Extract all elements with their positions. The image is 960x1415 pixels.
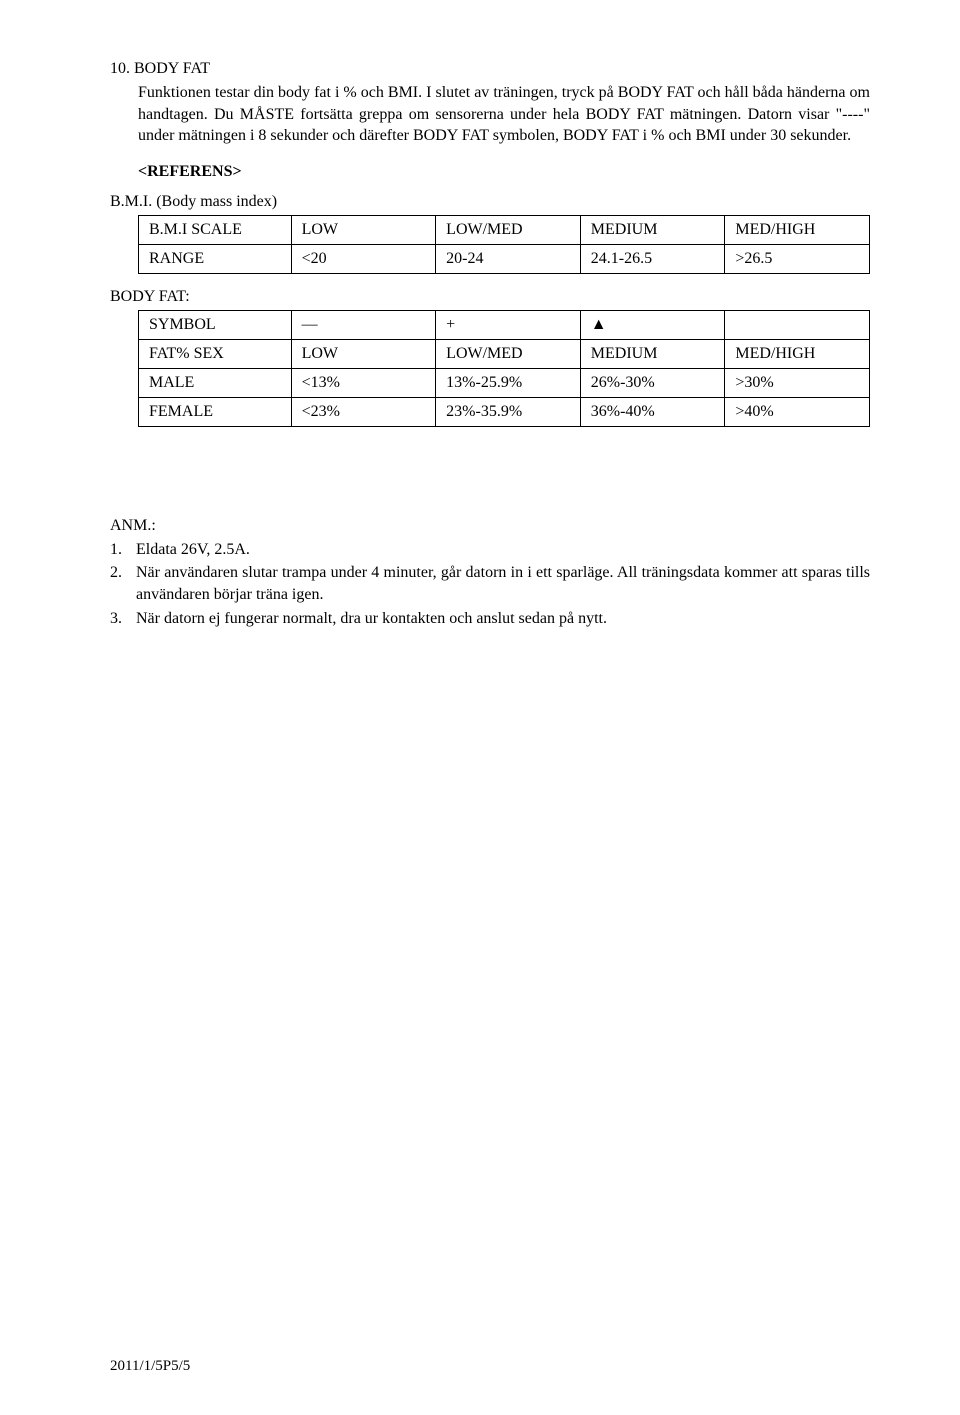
table-cell: <23% [291,397,436,426]
table-cell: 20-24 [436,244,581,273]
note-text: När användaren slutar trampa under 4 min… [136,562,870,605]
table-row: FEMALE <23% 23%-35.9% 36%-40% >40% [139,397,870,426]
bmi-label: B.M.I. (Body mass index) [110,193,870,211]
table-cell: MEDIUM [580,215,725,244]
table-cell: FAT% SEX [139,339,292,368]
table-cell: LOW [291,215,436,244]
table-cell: LOW/MED [436,215,581,244]
table-cell: MED/HIGH [725,339,870,368]
page-footer: 2011/1/5P5/5 [110,1358,190,1375]
table-cell: MED/HIGH [725,215,870,244]
table-cell: + [436,310,581,339]
table-cell: FEMALE [139,397,292,426]
list-item: 2. När användaren slutar trampa under 4 … [110,562,870,605]
table-cell: RANGE [139,244,292,273]
table-cell: >30% [725,368,870,397]
table-cell: 24.1-26.5 [580,244,725,273]
table-cell: LOW [291,339,436,368]
table-cell: — [291,310,436,339]
list-item: 1. Eldata 26V, 2.5A. [110,539,870,561]
table-cell: LOW/MED [436,339,581,368]
table-row: FAT% SEX LOW LOW/MED MEDIUM MED/HIGH [139,339,870,368]
table-cell: MALE [139,368,292,397]
body-fat-label: BODY FAT: [110,288,870,306]
paragraph-body-fat: Funktionen testar din body fat i % och B… [138,82,870,147]
notes-list: 1. Eldata 26V, 2.5A. 2. När användaren s… [110,539,870,629]
referens-heading: <REFERENS> [138,163,870,181]
table-cell: SYMBOL [139,310,292,339]
table-cell: 13%-25.9% [436,368,581,397]
section-heading: 10. BODY FAT [110,60,870,78]
body-fat-table: SYMBOL — + ▲ FAT% SEX LOW LOW/MED MEDIUM… [138,310,870,427]
table-cell: <13% [291,368,436,397]
anm-heading: ANM.: [110,517,870,535]
table-cell: >26.5 [725,244,870,273]
note-number: 1. [110,539,136,561]
note-text: När datorn ej fungerar normalt, dra ur k… [136,608,870,630]
table-cell: ▲ [580,310,725,339]
bmi-table: B.M.I SCALE LOW LOW/MED MEDIUM MED/HIGH … [138,215,870,274]
note-number: 2. [110,562,136,605]
table-cell: 23%-35.9% [436,397,581,426]
table-cell: 26%-30% [580,368,725,397]
table-cell [725,310,870,339]
table-row: SYMBOL — + ▲ [139,310,870,339]
list-item: 3. När datorn ej fungerar normalt, dra u… [110,608,870,630]
note-text: Eldata 26V, 2.5A. [136,539,870,561]
note-number: 3. [110,608,136,630]
table-row: B.M.I SCALE LOW LOW/MED MEDIUM MED/HIGH [139,215,870,244]
table-cell: >40% [725,397,870,426]
table-row: RANGE <20 20-24 24.1-26.5 >26.5 [139,244,870,273]
table-cell: 36%-40% [580,397,725,426]
table-cell: <20 [291,244,436,273]
table-row: MALE <13% 13%-25.9% 26%-30% >30% [139,368,870,397]
table-cell: B.M.I SCALE [139,215,292,244]
table-cell: MEDIUM [580,339,725,368]
